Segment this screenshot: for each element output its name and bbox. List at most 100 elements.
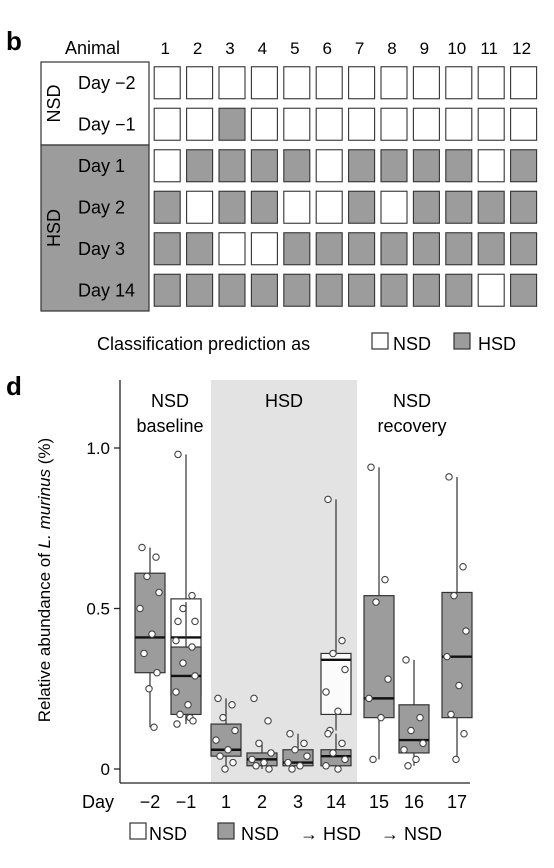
prediction-cell bbox=[283, 273, 311, 307]
data-point bbox=[265, 765, 273, 773]
prediction-cell bbox=[445, 66, 473, 100]
prediction-cell bbox=[186, 66, 214, 100]
prediction-cell bbox=[477, 149, 505, 183]
data-point bbox=[191, 617, 199, 626]
prediction-cell bbox=[186, 232, 214, 266]
x-tick-label: −1 bbox=[176, 792, 197, 812]
region-labels: NSD baseline HSD NSD recovery bbox=[136, 391, 446, 436]
data-point bbox=[443, 652, 451, 661]
animal-label: 3 bbox=[225, 39, 234, 58]
prediction-cell bbox=[510, 149, 538, 183]
prediction-cell bbox=[250, 107, 278, 141]
data-point bbox=[176, 710, 184, 719]
prediction-cell bbox=[218, 190, 246, 224]
x-tick-label: 1 bbox=[221, 792, 231, 812]
data-point bbox=[291, 745, 299, 754]
data-point bbox=[296, 762, 304, 770]
data-point bbox=[369, 755, 377, 764]
prediction-cell bbox=[250, 273, 278, 307]
legend-d-mid-label: NSD bbox=[241, 824, 279, 844]
animal-label: 12 bbox=[512, 39, 531, 58]
data-point bbox=[455, 681, 463, 690]
prediction-cell bbox=[250, 149, 278, 183]
prediction-cell bbox=[445, 190, 473, 224]
y-tick-label: 0 bbox=[101, 760, 110, 779]
x-tick-label: 2 bbox=[257, 792, 267, 812]
prediction-cell bbox=[348, 273, 376, 307]
data-point bbox=[153, 668, 161, 677]
data-point bbox=[303, 752, 311, 760]
prediction-cell bbox=[412, 190, 440, 224]
data-point bbox=[252, 762, 260, 770]
prediction-cell bbox=[315, 66, 343, 100]
diet-group-label: NSD bbox=[44, 84, 64, 122]
diet-group-block bbox=[40, 144, 150, 312]
prediction-cell bbox=[153, 149, 181, 183]
x-tick-label: 3 bbox=[293, 792, 303, 812]
animal-label: 11 bbox=[480, 39, 498, 58]
prediction-cell bbox=[510, 273, 538, 307]
data-point bbox=[400, 745, 408, 754]
prediction-cell bbox=[445, 232, 473, 266]
region-label: HSD bbox=[265, 391, 303, 411]
animal-label: 1 bbox=[160, 39, 169, 58]
box bbox=[320, 652, 352, 716]
data-point bbox=[404, 762, 412, 770]
prediction-cell bbox=[348, 149, 376, 183]
data-point bbox=[462, 627, 470, 635]
box-group bbox=[134, 543, 166, 732]
prediction-cell bbox=[153, 190, 181, 224]
x-tick-label: 16 bbox=[404, 792, 424, 812]
prediction-cell bbox=[218, 66, 246, 100]
data-point bbox=[377, 713, 385, 722]
legend-d-arrow-hsd: → HSD bbox=[300, 824, 361, 844]
data-point bbox=[367, 463, 375, 472]
legend-nsd-label: NSD bbox=[393, 334, 431, 354]
region-label: recovery bbox=[377, 416, 446, 436]
data-point bbox=[219, 713, 227, 722]
region-label: NSD bbox=[393, 391, 431, 411]
prediction-cell bbox=[348, 232, 376, 266]
diet-group-block bbox=[40, 61, 150, 146]
data-point bbox=[381, 575, 389, 584]
prediction-cell bbox=[218, 149, 246, 183]
boxes bbox=[134, 450, 473, 773]
data-point bbox=[143, 572, 151, 581]
prediction-cell bbox=[283, 190, 311, 224]
y-ticks: 0 0.5 1.0 bbox=[86, 439, 120, 779]
data-point bbox=[419, 739, 427, 748]
x-tick-label: 15 bbox=[369, 792, 389, 812]
animal-label: 8 bbox=[387, 39, 396, 58]
hsd-shaded-region bbox=[211, 380, 357, 782]
data-point bbox=[229, 758, 237, 767]
data-point bbox=[148, 630, 156, 638]
prediction-cell bbox=[348, 190, 376, 224]
prediction-cell bbox=[412, 107, 440, 141]
data-point bbox=[189, 717, 197, 725]
data-point bbox=[324, 729, 332, 738]
data-point bbox=[250, 694, 258, 703]
animal-label: 5 bbox=[290, 39, 299, 58]
prediction-cell bbox=[510, 107, 538, 141]
data-point bbox=[450, 591, 458, 600]
data-point bbox=[322, 688, 330, 696]
prediction-cell bbox=[250, 232, 278, 266]
x-tick-label: 17 bbox=[447, 792, 467, 812]
data-point bbox=[179, 604, 187, 613]
prediction-cell bbox=[412, 273, 440, 307]
panel-b-letter: b bbox=[6, 26, 22, 56]
data-point bbox=[152, 553, 160, 561]
y-axis-label-suffix: (%) bbox=[35, 438, 54, 469]
prediction-cell bbox=[315, 149, 343, 183]
y-axis-label: Relative abundance of L. murinus (%) bbox=[35, 438, 54, 722]
prediction-cell bbox=[315, 273, 343, 307]
y-tick-label: 1.0 bbox=[86, 439, 110, 458]
box-group bbox=[398, 656, 430, 770]
data-point bbox=[365, 694, 373, 703]
prediction-cell bbox=[510, 190, 538, 224]
prediction-cell bbox=[218, 232, 246, 266]
prediction-cell bbox=[283, 232, 311, 266]
prediction-cell bbox=[412, 232, 440, 266]
prediction-cell bbox=[153, 66, 181, 100]
